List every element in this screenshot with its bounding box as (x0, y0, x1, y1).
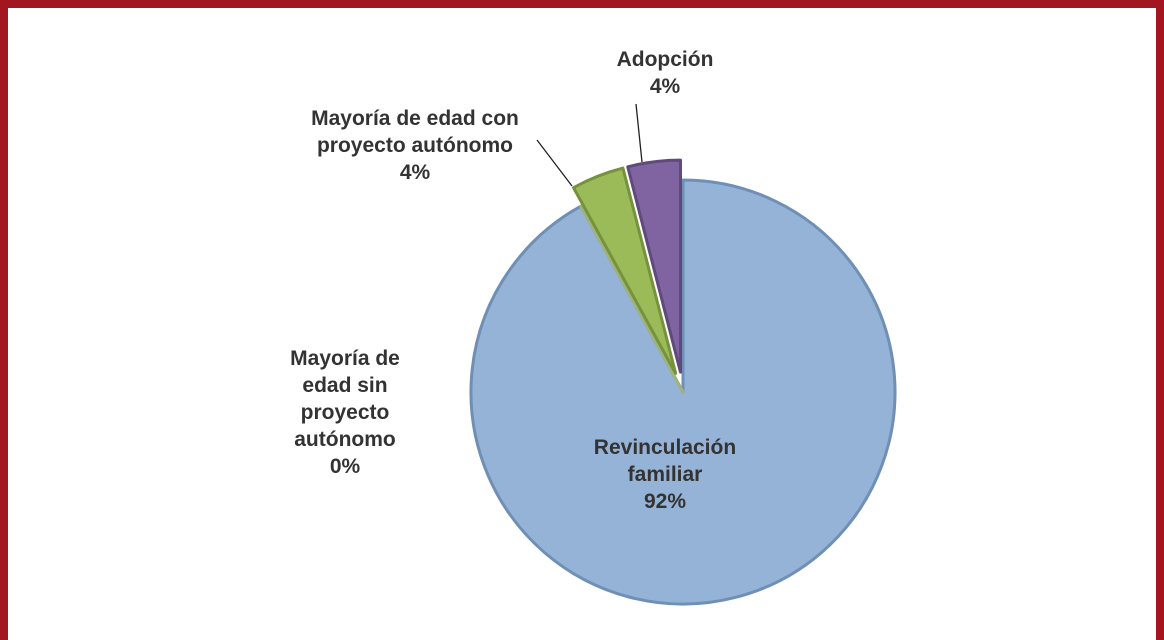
value-label: 92% (643, 490, 687, 513)
slice-label: Revinculación familiar 92% (560, 434, 770, 515)
leader-line (536, 139, 573, 187)
value-label: 4% (399, 161, 431, 184)
slice-label: Mayoría de edad sin proyecto autónomo 0% (270, 345, 420, 480)
category-name: Mayoría de edad con proyecto autónomo (311, 107, 519, 157)
pie-slice (626, 158, 682, 374)
category-name: Mayoría de edad sin proyecto autónomo (290, 347, 400, 451)
value-label: 0% (329, 455, 361, 478)
leader-line (635, 103, 643, 163)
category-name: Adopción (616, 48, 714, 71)
slice-label: Adopción 4% (600, 46, 730, 100)
pie-slice (572, 166, 678, 375)
value-label: 4% (649, 75, 681, 98)
category-name: Revinculación familiar (593, 436, 737, 486)
pie-slice (579, 204, 685, 394)
slice-label: Mayoría de edad con proyecto autónomo 4% (280, 105, 550, 186)
